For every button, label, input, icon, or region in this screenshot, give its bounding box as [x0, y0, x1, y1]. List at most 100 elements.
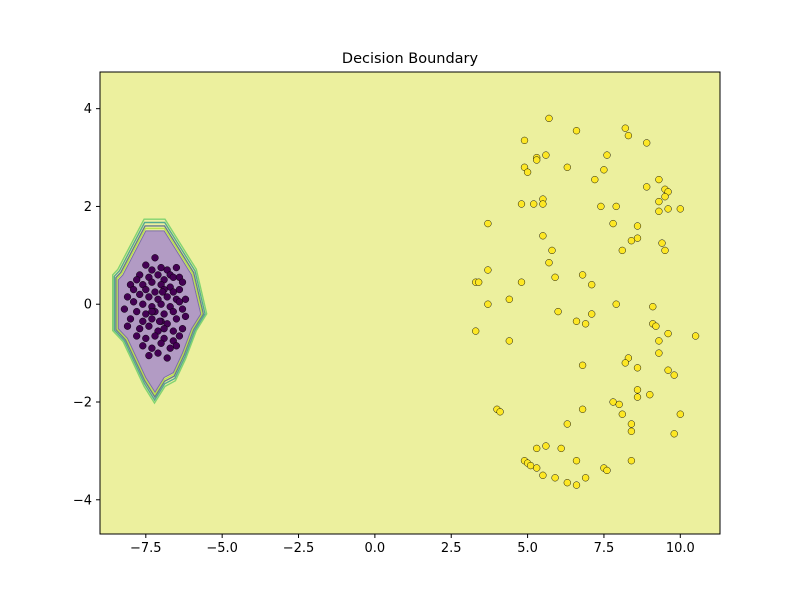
class-0-point — [154, 349, 162, 357]
class-0-point — [148, 307, 156, 316]
class-0-point — [169, 307, 177, 316]
y-tick-label: 4 — [84, 102, 92, 117]
class-0-point — [163, 354, 171, 362]
class-1-point — [578, 271, 587, 279]
class-0-point — [178, 278, 187, 286]
class-1-point — [572, 457, 581, 465]
class-1-point — [520, 136, 529, 145]
class-0-point — [157, 300, 165, 308]
class-1-point — [591, 175, 599, 184]
class-1-point — [670, 430, 678, 438]
class-1-point — [624, 131, 633, 140]
class-0-point — [142, 310, 150, 318]
class-1-point — [633, 386, 642, 394]
class-1-point — [542, 151, 550, 159]
class-0-point — [133, 307, 141, 316]
class-0-point — [160, 325, 168, 333]
class-1-point — [658, 239, 666, 247]
class-1-point — [578, 361, 587, 369]
class-0-point — [154, 271, 162, 279]
class-0-point — [160, 310, 168, 318]
class-1-point — [588, 310, 596, 318]
class-1-point — [627, 420, 636, 428]
x-axis-ticks: −7.5 −5.0 −2.5 0.0 2.5 5.0 7.5 10.0 — [130, 534, 695, 556]
x-tick-label: 0.0 — [365, 541, 386, 556]
class-1-point — [627, 457, 636, 465]
class-0-point — [166, 344, 174, 352]
class-1-point — [484, 300, 492, 308]
class-0-point — [148, 278, 156, 286]
class-1-point — [664, 329, 672, 338]
class-0-point — [129, 298, 138, 306]
class-1-point — [533, 444, 541, 453]
class-1-point — [612, 300, 620, 308]
class-1-point — [655, 337, 663, 345]
class-1-point — [618, 410, 626, 418]
class-1-point — [526, 461, 535, 470]
class-1-point — [533, 464, 541, 472]
decision-region-layer — [111, 218, 208, 405]
class-1-point — [597, 202, 605, 211]
class-1-point — [539, 200, 547, 208]
x-tick-label: 2.5 — [441, 541, 462, 556]
class-0-point — [181, 312, 190, 321]
class-0-point — [123, 322, 132, 330]
class-1-point — [600, 166, 608, 174]
class-1-point — [472, 327, 480, 335]
class-0-point — [151, 254, 159, 262]
class-1-point — [539, 471, 547, 479]
class-1-point — [475, 278, 483, 286]
y-tick-label: −4 — [73, 493, 92, 508]
class-1-point — [633, 364, 642, 372]
class-1-point — [612, 202, 620, 211]
class-0-point — [148, 266, 156, 274]
contour-line — [113, 221, 206, 402]
class-0-point — [148, 315, 156, 323]
class-1-point — [505, 295, 513, 303]
class-1-point — [676, 410, 684, 418]
class-1-point — [661, 246, 669, 255]
class-1-point — [542, 442, 550, 450]
class-1-point — [627, 237, 636, 245]
chart-title: Decision Boundary — [342, 51, 479, 67]
class-0-point — [139, 342, 147, 350]
class-0-point — [178, 325, 187, 333]
class-1-point — [563, 420, 571, 428]
class-1-point — [548, 246, 556, 255]
class-0-point — [175, 285, 184, 294]
class-1-point — [633, 234, 642, 242]
class-0-point — [145, 322, 153, 330]
class-0-point — [145, 351, 153, 360]
class-1-point — [533, 156, 541, 164]
class-1-point — [664, 205, 672, 213]
class-1-point — [572, 127, 581, 135]
class-1-point — [523, 168, 532, 176]
class-0-point — [169, 327, 177, 335]
class-1-point — [615, 400, 623, 409]
class-1-point — [545, 114, 553, 123]
class-0-point — [126, 315, 135, 323]
axes-frame — [99, 71, 721, 535]
class-0-point — [151, 288, 159, 296]
class-0-point — [155, 317, 164, 325]
class-1-point — [557, 444, 565, 453]
class-1-point — [603, 151, 611, 159]
class-0-point — [142, 334, 150, 343]
class-0-point — [136, 290, 144, 299]
class-1-point — [581, 474, 590, 482]
class-1-point — [655, 207, 663, 215]
class-0-point — [123, 293, 132, 301]
y-tick-label: 0 — [84, 298, 92, 313]
class-0-point — [120, 305, 129, 313]
class-1-point — [609, 219, 617, 228]
class-1-point — [633, 222, 642, 230]
class-1-point — [563, 479, 571, 487]
class-1-point — [621, 359, 629, 367]
x-tick-label: −7.5 — [130, 541, 162, 556]
class-1-point — [572, 317, 581, 325]
class-1-point — [484, 219, 492, 228]
contour-line — [116, 227, 203, 396]
class-1-point — [563, 163, 571, 171]
class-1-point — [581, 320, 590, 328]
